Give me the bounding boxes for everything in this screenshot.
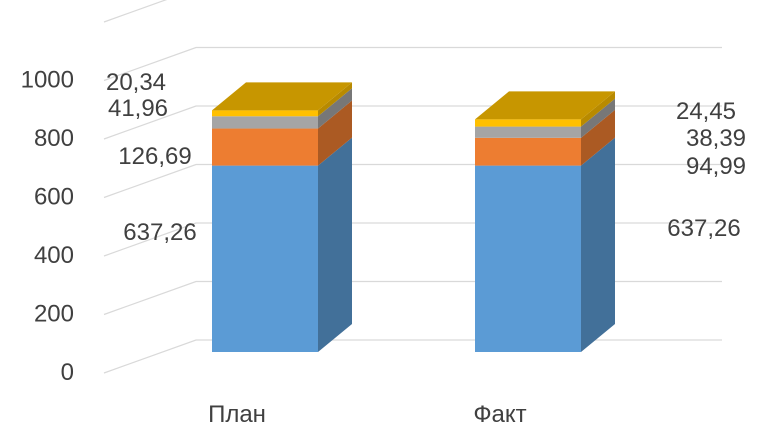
data-label: 24,45 [676, 98, 736, 125]
gridline [103, 339, 722, 374]
bar-top-face [212, 82, 352, 111]
bar-segment-front [475, 126, 581, 138]
y-tick-label: 600 [34, 184, 74, 211]
bar-segment-front [475, 137, 581, 166]
bar-segment-front [475, 165, 581, 352]
bar-segment-side [318, 137, 352, 352]
x-tick-label: Факт [473, 401, 526, 427]
gridline [103, 46, 722, 82]
x-tick-label: План [208, 401, 266, 427]
gridlines [103, 0, 722, 374]
data-label: 20,34 [106, 69, 166, 96]
data-label: 637,26 [123, 219, 196, 246]
y-tick-label: 400 [34, 242, 74, 269]
bar-segment-front [212, 128, 318, 166]
gridline [103, 280, 722, 316]
bar-segment-side [581, 137, 615, 352]
x-axis-ticks: План Факт [208, 401, 527, 427]
bar-segment-side [318, 88, 352, 129]
bar-segment-side [581, 109, 615, 166]
y-tick-label: 1000 [21, 67, 74, 94]
y-tick-label: 200 [34, 301, 74, 328]
bar-top-face [475, 91, 615, 120]
gridline [103, 105, 722, 140]
data-label: 126,69 [118, 143, 191, 170]
bar-segment-front [212, 165, 318, 352]
bar-segment-front [212, 110, 318, 117]
bar-segment-front [212, 116, 318, 129]
bar-segment-side [318, 100, 352, 166]
y-axis-ticks: 0 200 400 600 800 1000 [21, 67, 74, 387]
data-label: 41,96 [108, 95, 168, 122]
y-tick-label: 800 [34, 125, 74, 152]
bar-segment-side [581, 98, 615, 138]
data-label: 637,26 [667, 215, 740, 242]
bar-segment-front [475, 119, 581, 127]
data-label: 94,99 [686, 153, 746, 180]
bars [212, 82, 615, 352]
data-label: 38,39 [686, 125, 746, 152]
gridline [103, 0, 168, 23]
bar-segment-side [318, 82, 352, 117]
bar-segment-side [581, 91, 615, 127]
y-tick-label: 0 [61, 359, 74, 386]
gridline [103, 163, 722, 199]
